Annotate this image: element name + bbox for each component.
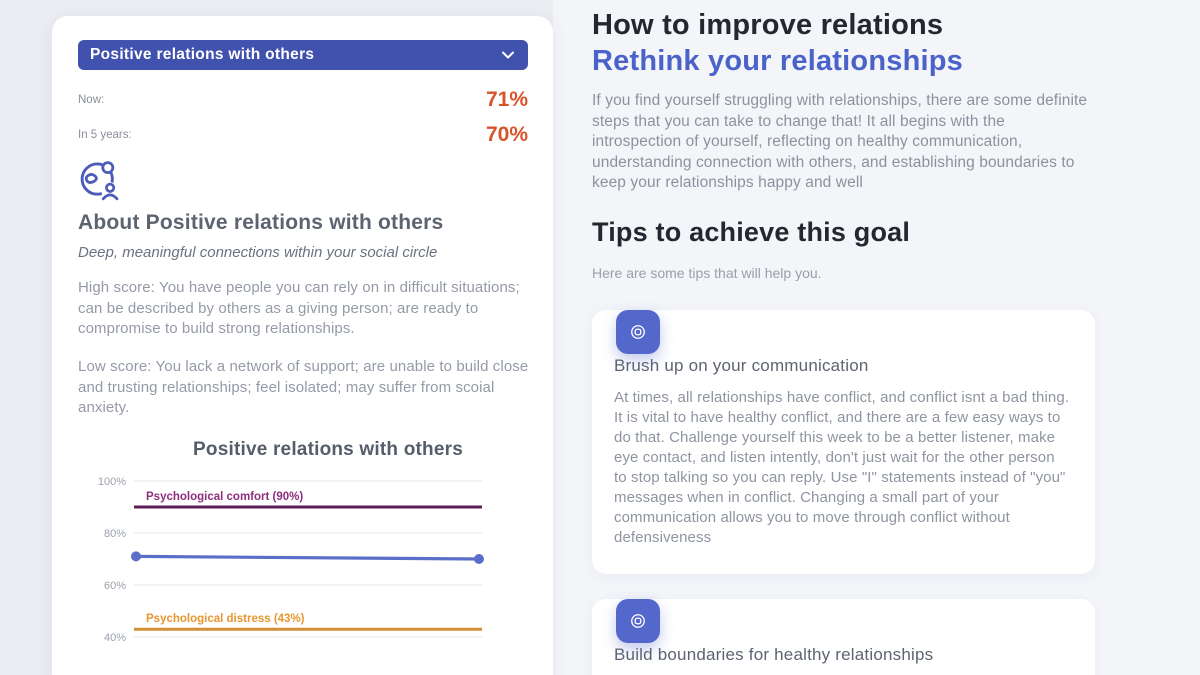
score-line <box>134 554 481 561</box>
y-axis-tick: 100% <box>98 476 126 488</box>
dimension-panel: Positive relations with others Now: 71% … <box>52 16 553 675</box>
stat-value: 70% <box>485 122 528 146</box>
improve-title: How to improve relations <box>592 9 944 41</box>
low-score-description: Low score: You lack a network of support… <box>78 358 529 417</box>
stat-label: Now: <box>78 93 105 106</box>
tip-title: Brush up on your communication <box>614 356 869 376</box>
tips-heading: Tips to achieve this goal <box>592 217 911 248</box>
stat-label: In 5 years: <box>78 128 132 141</box>
goal-icon <box>628 322 648 342</box>
about-subtitle: Deep, meaningful connections within your… <box>78 244 438 261</box>
data-point-now[interactable] <box>131 551 141 562</box>
tip-card-boundaries: Build boundaries for healthy relationshi… <box>592 598 1095 675</box>
stat-value: 71% <box>485 87 528 111</box>
tip-title: Build boundaries for healthy relationshi… <box>614 644 934 664</box>
reference-line-label: Psychological comfort (90%) <box>146 491 303 503</box>
stat-row-in-5-years: In 5 years: 70% <box>78 117 528 152</box>
chevron-down-icon[interactable] <box>502 51 514 59</box>
reference-line-label: Psychological distress (43%) <box>146 613 305 625</box>
tip-card: Brush up on your communication At times,… <box>592 310 1095 574</box>
dimension-dropdown-label: Positive relations with others <box>90 46 315 63</box>
y-axis-tick: 80% <box>104 528 126 540</box>
chart-title: Positive relations with others <box>193 439 463 461</box>
y-axis-tick: 40% <box>104 632 126 644</box>
goal-badge[interactable] <box>616 598 660 643</box>
data-point-future[interactable] <box>474 554 484 565</box>
improve-subtitle: Rethink your relationships <box>592 45 963 77</box>
high-score-description: High score: You have people you can rely… <box>78 279 520 338</box>
tips-subtext: Here are some tips that will help you. <box>592 265 822 282</box>
trend-chart-section: Positive relations with others 100% 80% 60… <box>78 439 528 675</box>
improve-section: How to improve relations Rethink your re… <box>592 0 1095 675</box>
social-globe-icon <box>78 158 528 207</box>
y-axis-tick: 60% <box>104 580 126 592</box>
goal-badge[interactable] <box>616 310 660 355</box>
tip-card: Build boundaries for healthy relationshi… <box>592 598 1095 675</box>
about-title: About Positive relations with others <box>78 211 444 234</box>
score-stats: Now: 71% In 5 years: 70% <box>78 82 528 152</box>
tip-body: At times, all relationships have conflic… <box>614 389 1070 546</box>
dimension-dropdown[interactable]: Positive relations with others <box>78 40 528 70</box>
trend-chart: 100%80%60%40%20%Psychological comfort (9… <box>98 476 484 644</box>
improve-intro: If you find yourself struggling with rel… <box>592 92 1088 192</box>
tip-card-communication: Brush up on your communication At times,… <box>592 310 1095 574</box>
goal-icon <box>628 611 648 631</box>
stat-row-now: Now: 71% <box>78 82 528 117</box>
